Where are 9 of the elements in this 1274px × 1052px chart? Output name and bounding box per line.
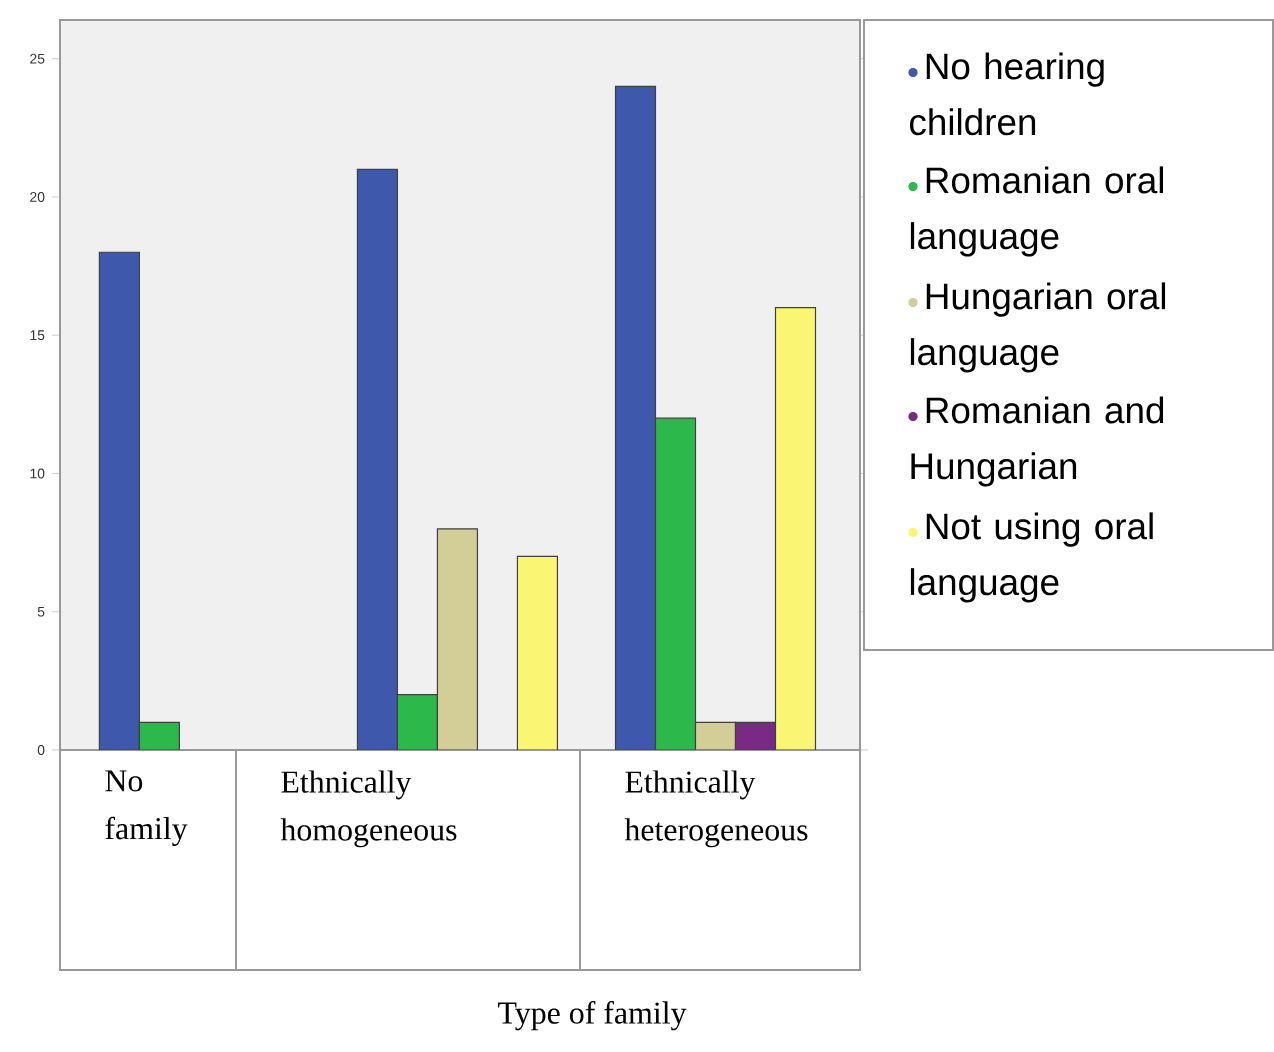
x-axis-title: Type of family bbox=[498, 1001, 687, 1031]
legend-label: Hungarian oral language bbox=[910, 282, 1166, 373]
x-tick-label: Ethnically heterogeneous bbox=[624, 770, 808, 848]
x-tick-label: No family bbox=[105, 770, 188, 846]
legend-label: Romanian oral language bbox=[910, 166, 1163, 257]
legend-label: No hearing children bbox=[909, 52, 1104, 136]
legend-label: Not using oral language bbox=[910, 512, 1153, 603]
x-tick-label: Ethnically homogeneous bbox=[280, 770, 457, 848]
legend-label: Romanian and Hungarian bbox=[911, 396, 1164, 487]
